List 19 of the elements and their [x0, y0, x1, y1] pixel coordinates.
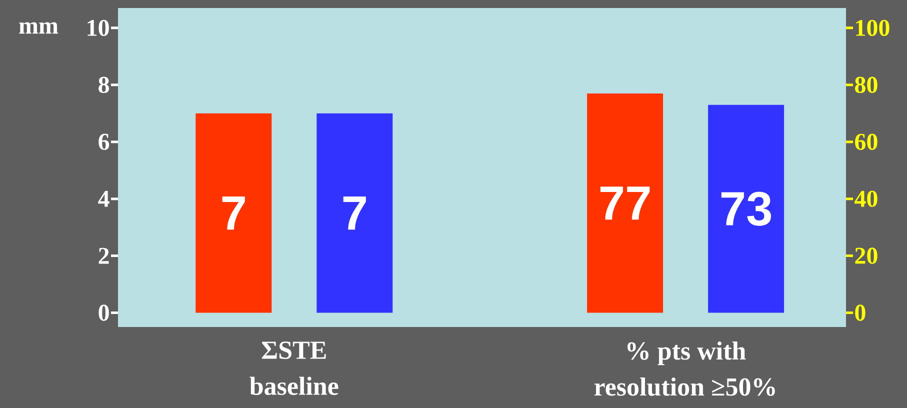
- y-tick-label: 0: [98, 304, 109, 321]
- y-axis-title: mm: [19, 22, 58, 34]
- x-tick-label: ΣSTE baseline: [250, 342, 338, 395]
- y-tick-label: 10: [88, 20, 109, 36]
- y2-tick-label: 80: [855, 76, 878, 93]
- data-label: 73: [721, 192, 772, 226]
- y2-tick-label: 40: [854, 190, 878, 207]
- data-label: 7: [343, 196, 366, 230]
- y2-tick-label: 100: [856, 20, 890, 36]
- y-tick-label: 2: [98, 248, 109, 264]
- y2-tick-label: 20: [855, 248, 878, 264]
- x-tick-label: % pts with resolution ≥50%: [594, 342, 775, 396]
- y2-tick-label: 60: [855, 134, 878, 150]
- data-label: 77: [600, 186, 650, 220]
- y-tick-label: 4: [98, 190, 110, 207]
- y2-tick-label: 0: [855, 304, 866, 321]
- y-tick-label: 6: [98, 134, 110, 150]
- data-label: 7: [222, 196, 245, 230]
- y-tick-label: 8: [98, 76, 110, 93]
